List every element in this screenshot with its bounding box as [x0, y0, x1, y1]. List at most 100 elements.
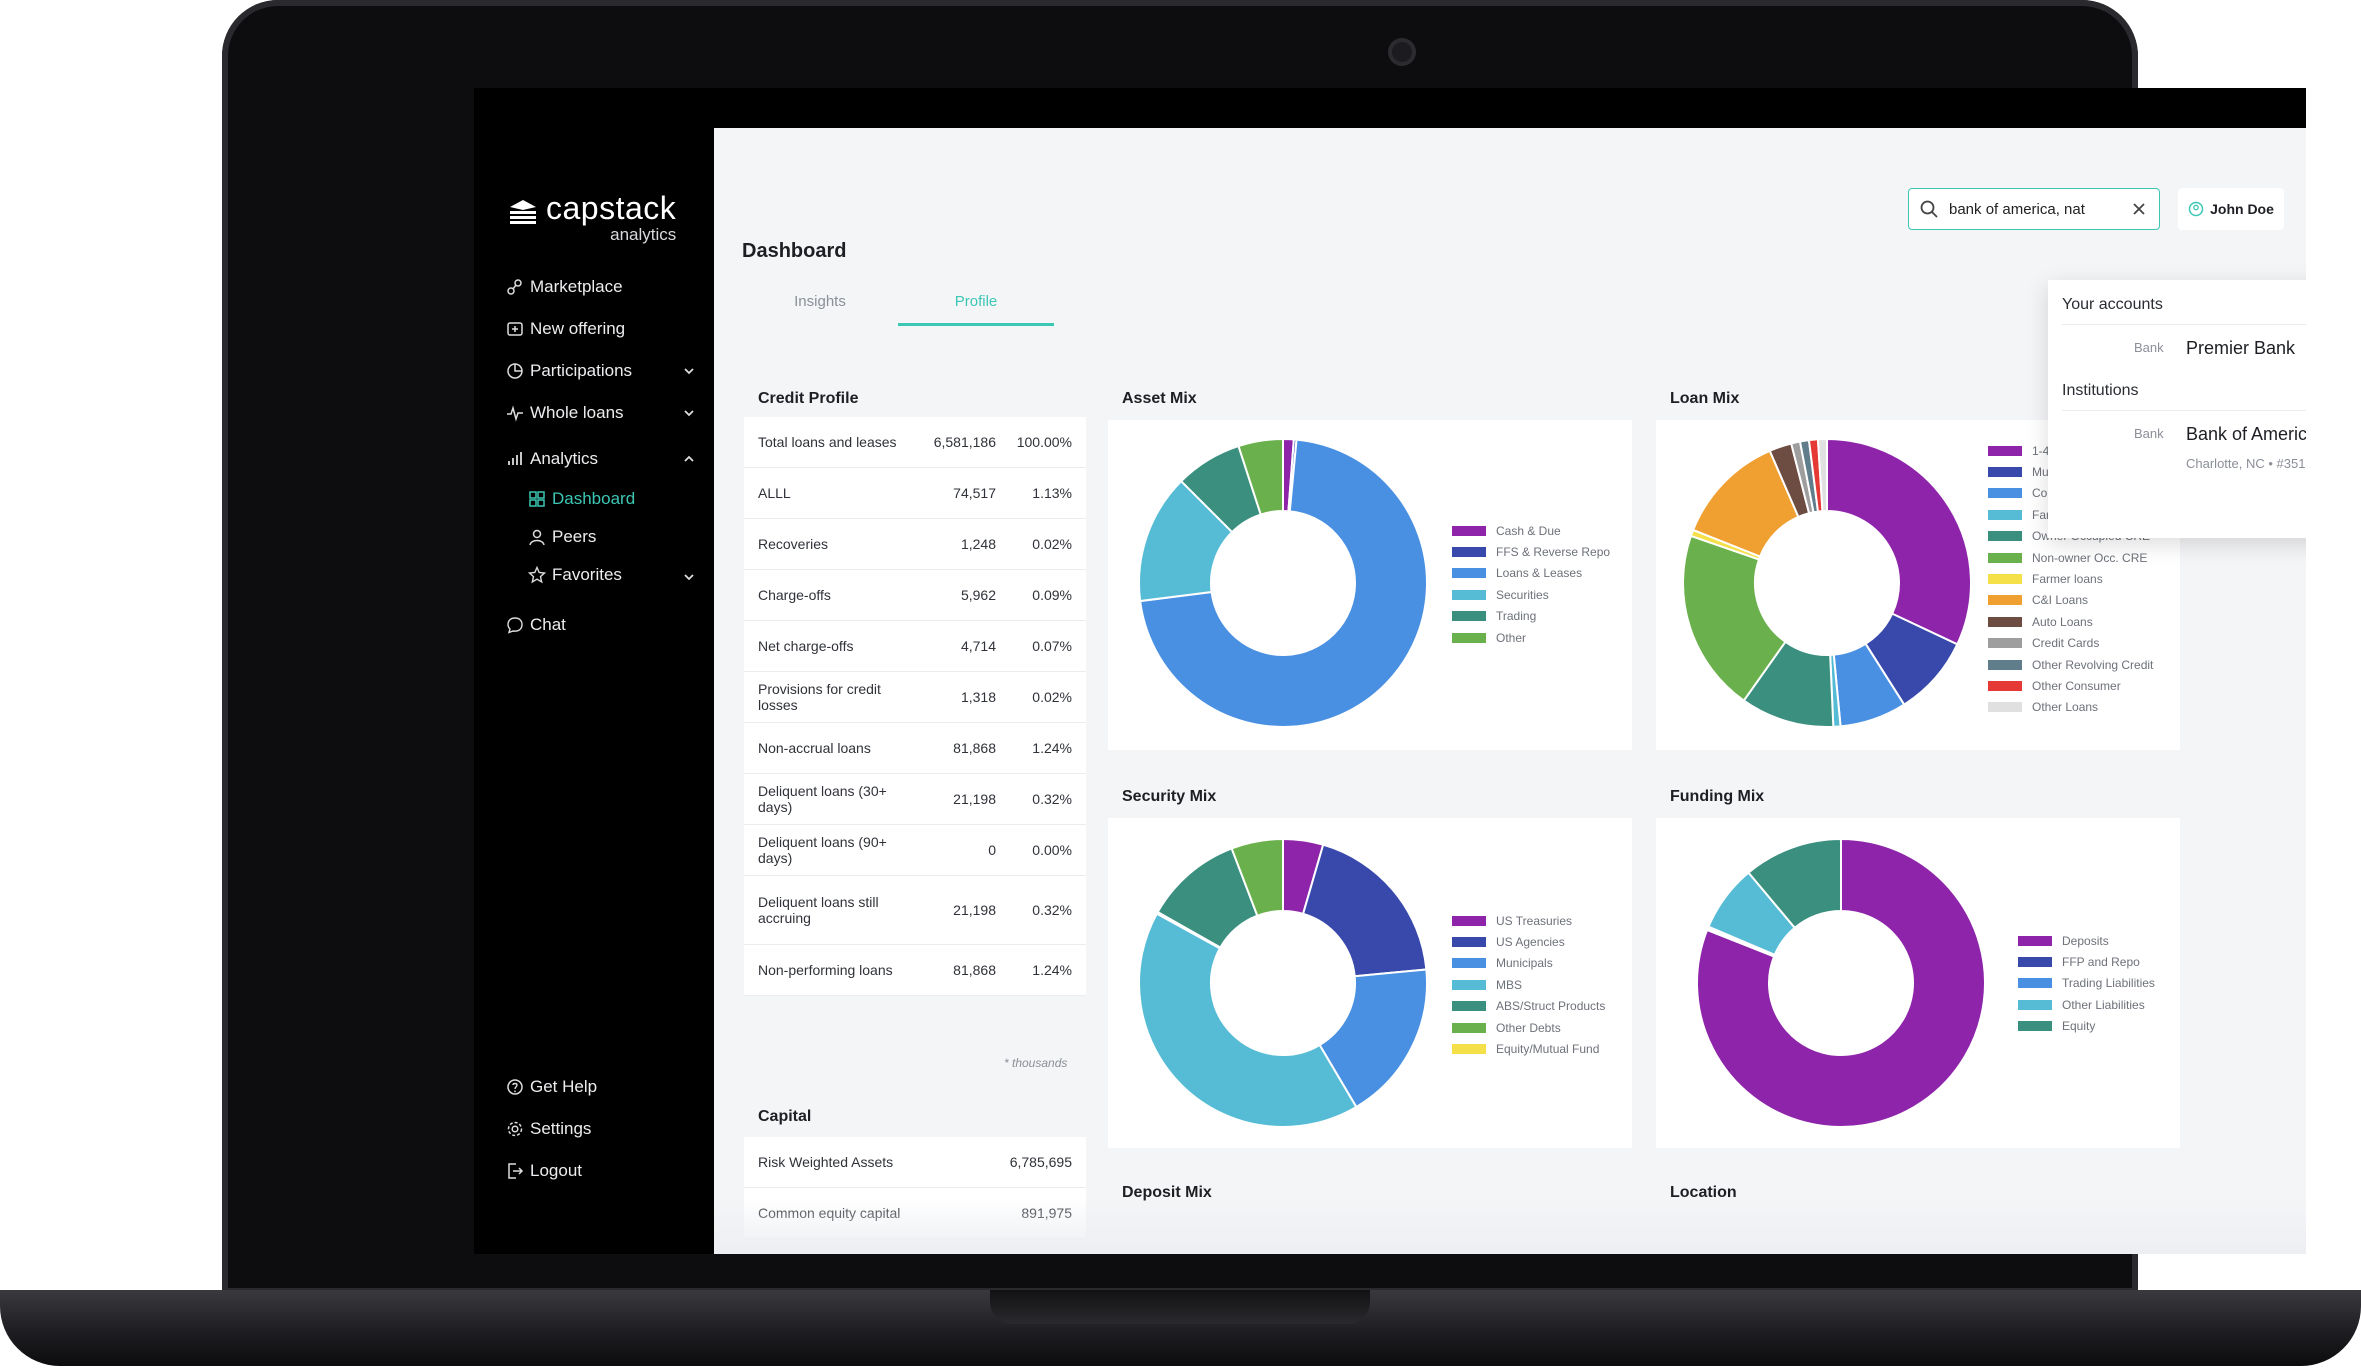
sidebar-item-participations[interactable]: Participations	[506, 350, 696, 392]
table-row: Non-performing loans 81,868 1.24%	[744, 945, 1086, 996]
sidebar-nav: Marketplace New offering Participations …	[506, 266, 696, 646]
tab-profile[interactable]: Profile	[898, 278, 1054, 326]
table-row: Provisions for credit losses 1,318 0.02%	[744, 672, 1086, 723]
screen: capstack analytics Marketplace New offer…	[474, 88, 2306, 1254]
pie-slice[interactable]	[1230, 837, 1284, 918]
sidebar-item-analytics[interactable]: Analytics	[506, 438, 696, 480]
sidebar-item-peers[interactable]: Peers	[506, 518, 696, 556]
sidebar-item-marketplace[interactable]: Marketplace	[506, 266, 696, 308]
legend-item[interactable]: FFP and Repo	[2018, 951, 2155, 972]
legend-item[interactable]: US Treasuries	[1452, 910, 1605, 931]
pie-slice[interactable]	[1318, 968, 1428, 1109]
sidebar-item-new-offering[interactable]: New offering	[506, 308, 696, 350]
table-row: Risk Weighted Assets 6,785,695	[744, 1137, 1086, 1188]
legend-item[interactable]: Deposits	[2018, 930, 2155, 951]
logo[interactable]: capstack analytics	[508, 192, 676, 243]
chevron-down-icon[interactable]	[682, 364, 696, 378]
pie-slice[interactable]	[1682, 534, 1787, 702]
search-input[interactable]	[1949, 200, 2129, 218]
chat-icon	[507, 617, 523, 634]
legend-item[interactable]: Cash & Due	[1452, 520, 1610, 541]
sidebar-item-get-help[interactable]: Get Help	[506, 1066, 696, 1108]
pie-slice[interactable]	[1816, 437, 1828, 513]
legend-swatch	[2018, 978, 2052, 989]
result-kind: Bank	[2134, 340, 2164, 355]
asset-mix-donut	[1138, 437, 1428, 728]
legend-item[interactable]: Other Consumer	[1988, 675, 2153, 696]
sidebar-item-label: Peers	[552, 527, 597, 546]
pie-slice[interactable]	[1237, 437, 1284, 516]
tab-insights[interactable]: Insights	[794, 293, 846, 310]
user-icon	[2188, 201, 2204, 217]
legend-item[interactable]: C&I Loans	[1988, 590, 2153, 611]
dropdown-group-institutions: Institutions	[2062, 382, 2139, 399]
legend-item[interactable]: ABS/Struct Products	[1452, 996, 1605, 1017]
chevron-up-icon[interactable]	[682, 452, 696, 466]
legend-item[interactable]: Securities	[1452, 584, 1610, 605]
result-premier-bank[interactable]: Bank Premier Bank	[2048, 326, 2306, 380]
row-label: Non-performing loans	[758, 962, 893, 978]
sidebar-item-whole-loans[interactable]: Whole loans	[506, 392, 696, 434]
row-percent: 0.09%	[1032, 587, 1072, 603]
asset-mix-card: Cash & Due FFS & Reverse Repo Loans & Leas…	[1108, 420, 1632, 750]
legend-item[interactable]: Trading Liabilities	[2018, 973, 2155, 994]
legend-item[interactable]: US Agencies	[1452, 931, 1605, 952]
dashboard-icon	[529, 491, 545, 507]
legend-item[interactable]: Equity/Mutual Fund	[1452, 1038, 1605, 1059]
sidebar-item-chat[interactable]: Chat	[506, 604, 696, 646]
legend-item[interactable]: Other Loans	[1988, 697, 2153, 718]
dropdown-group-accounts: Your accounts	[2062, 296, 2163, 313]
legend-item[interactable]: Farmer loans	[1988, 568, 2153, 589]
legend-swatch	[1988, 552, 2022, 563]
legend-swatch	[1988, 445, 2022, 456]
sidebar-item-label: Dashboard	[552, 489, 636, 508]
pie-slice[interactable]	[1139, 438, 1428, 728]
sidebar-item-label: Analytics	[530, 449, 599, 468]
user-menu-button[interactable]: John Doe	[2178, 188, 2284, 230]
legend-item[interactable]: Auto Loans	[1988, 611, 2153, 632]
close-icon[interactable]	[2129, 199, 2149, 219]
sidebar-item-dashboard[interactable]: Dashboard	[506, 480, 696, 518]
legend-item[interactable]: Loans & Leases	[1452, 563, 1610, 584]
legend-swatch	[1988, 638, 2022, 649]
row-value: 21,198	[953, 791, 996, 807]
legend-item[interactable]: Other Liabilities	[2018, 994, 2155, 1015]
legend-item[interactable]: Non-owner Occ. CRE	[1988, 547, 2153, 568]
legend-swatch	[1452, 568, 1486, 579]
legend-label: Auto Loans	[2032, 614, 2093, 629]
legend-item[interactable]: Other Revolving Credit	[1988, 654, 2153, 675]
sidebar-item-settings[interactable]: Settings	[506, 1108, 696, 1150]
pie-slice[interactable]	[1747, 837, 1842, 930]
legend-item[interactable]: Other Debts	[1452, 1017, 1605, 1038]
legend-label: Municipals	[1496, 956, 1553, 971]
legend-item[interactable]: Other	[1452, 627, 1610, 648]
legend-swatch	[1452, 1022, 1486, 1033]
row-value: 4,714	[960, 638, 996, 654]
sidebar-item-favorites[interactable]: Favorites	[506, 556, 696, 594]
funding-mix-legend: Deposits FFP and Repo Trading Liabilities O…	[2018, 930, 2155, 1037]
sidebar-item-label: Logout	[530, 1161, 582, 1180]
sidebar-item-logout[interactable]: Logout	[506, 1150, 696, 1192]
legend-swatch	[1452, 958, 1486, 969]
pie-slice[interactable]	[1138, 912, 1358, 1128]
legend-item[interactable]: MBS	[1452, 974, 1605, 995]
user-name: John Doe	[2210, 201, 2274, 217]
result-bank-of-america[interactable]: Bank Bank of America, National Associati…	[2048, 412, 2306, 492]
credit-profile-table: Total loans and leases 6,581,186 100.00% AL…	[744, 417, 1086, 996]
sidebar-item-label: Participations	[530, 361, 633, 380]
pie-slice[interactable]	[1826, 437, 1972, 646]
legend-item[interactable]: Municipals	[1452, 953, 1605, 974]
row-label: Recoveries	[758, 536, 829, 552]
legend-swatch	[1452, 915, 1486, 926]
legend-label: Equity	[2062, 1019, 2096, 1034]
legend-item[interactable]: Credit Cards	[1988, 633, 2153, 654]
legend-swatch	[1988, 574, 2022, 585]
pie-slice[interactable]	[1696, 837, 1986, 1128]
pie-slice[interactable]	[1301, 843, 1428, 978]
chevron-down-icon[interactable]	[682, 406, 696, 420]
legend-item[interactable]: Trading	[1452, 606, 1610, 627]
legend-item[interactable]: Equity	[2018, 1016, 2155, 1037]
legend-item[interactable]: FFS & Reverse Repo	[1452, 541, 1610, 562]
chevron-down-icon[interactable]	[682, 570, 696, 584]
location-title: Location	[1670, 1184, 1737, 1201]
